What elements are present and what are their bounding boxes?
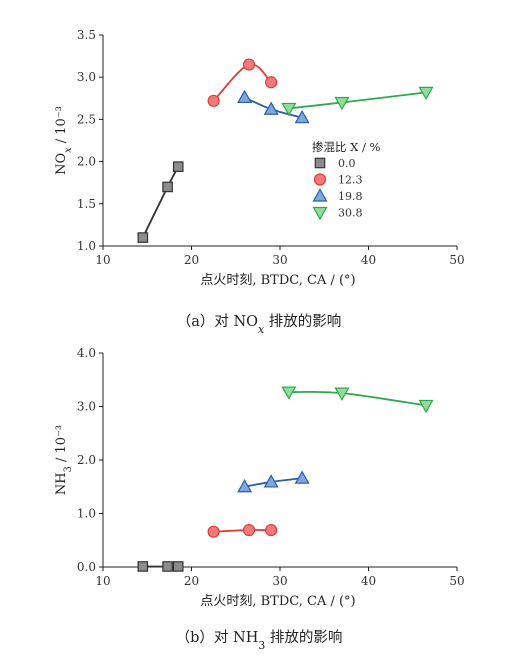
data-point — [137, 561, 149, 572]
legend: 掺混比 X / % 0.0 12.3 19.8 30.8 — [312, 140, 381, 221]
y-tick-label: 3.0 — [77, 70, 96, 84]
legend-label: 19.8 — [338, 190, 363, 203]
data-point — [207, 525, 220, 538]
x-tick-label: 20 — [184, 253, 199, 267]
y-tick-label: 2.0 — [77, 453, 96, 467]
data-point — [418, 399, 434, 414]
data-point — [263, 474, 279, 488]
y-tick-label: 3.5 — [77, 28, 96, 42]
y-tick-label: 1.5 — [77, 197, 96, 211]
figure-caption: （a）对 NOx 排放的影响 — [177, 313, 342, 336]
series-0-0 — [137, 561, 184, 572]
legend-marker — [312, 188, 328, 202]
x-tick-label: 30 — [272, 574, 287, 588]
series-line — [288, 390, 427, 407]
x-tick-label: 10 — [95, 253, 110, 267]
series-30-8 — [281, 86, 434, 117]
data-point — [281, 386, 297, 400]
y-tick-label: 4.0 — [77, 346, 96, 360]
x-axis-title: 点火时刻, BTDC, CA / (°) — [200, 594, 355, 609]
x-axis-title: 点火时刻, BTDC, CA / (°) — [200, 273, 355, 288]
series-30-8 — [281, 386, 434, 414]
chart-a-nox: 10 20 30 40 50 1.0 1.5 2.0 2.5 3.0 3.5 点火时刻, BTDC, … — [54, 28, 465, 336]
data-point — [237, 479, 253, 493]
y-tick-label: 1.0 — [77, 239, 96, 253]
y-tick-label: 2.5 — [77, 112, 96, 126]
data-point — [172, 561, 184, 572]
series-line — [288, 91, 427, 110]
data-point — [242, 523, 256, 537]
x-tick-label: 40 — [361, 574, 376, 588]
legend-marker — [313, 173, 327, 186]
legend-label: 30.8 — [338, 207, 363, 220]
y-tick-label: 0.0 — [77, 560, 96, 574]
data-point — [334, 96, 350, 111]
data-point — [162, 561, 173, 572]
data-point — [265, 76, 278, 89]
series-19-8 — [237, 470, 310, 493]
x-tick-label: 50 — [449, 253, 464, 267]
series-12-3 — [207, 58, 278, 107]
series-line — [142, 166, 180, 238]
series-line — [213, 529, 272, 533]
y-axis-title: NOx / 10⁻³ — [54, 106, 74, 175]
data-point — [172, 161, 184, 172]
figure-caption: （b）对 NH3 排放的影响 — [176, 629, 343, 652]
data-point — [237, 89, 253, 104]
chart-b-nh3: 10 20 30 40 50 0.0 1.0 2.0 3.0 4.0 点火时刻, BTDC, CA … — [54, 346, 465, 652]
legend-marker — [314, 157, 326, 169]
data-point — [418, 86, 434, 101]
x-tick-label: 20 — [184, 574, 199, 588]
data-point — [162, 181, 173, 193]
data-point — [294, 470, 310, 484]
x-tick-label: 40 — [361, 253, 376, 267]
data-point — [137, 232, 149, 243]
y-tick-label: 3.0 — [77, 400, 96, 414]
y-tick-label: 1.0 — [77, 507, 96, 521]
x-tick-label: 50 — [449, 574, 464, 588]
legend-label: 0.0 — [338, 157, 356, 170]
data-point — [294, 109, 310, 124]
legend-title: 掺混比 X / % — [312, 140, 381, 154]
data-point — [281, 102, 297, 117]
data-point — [263, 101, 279, 115]
y-tick-label: 2.0 — [77, 155, 96, 169]
series-12-3 — [207, 523, 278, 538]
series-19-8 — [237, 89, 310, 124]
x-tick-label: 10 — [95, 574, 110, 588]
data-point — [242, 58, 256, 71]
data-point — [334, 387, 350, 401]
legend-marker — [312, 206, 328, 221]
legend-label: 12.3 — [338, 174, 363, 187]
y-axis-title: NH3 / 10⁻³ — [54, 425, 74, 495]
data-point — [265, 523, 278, 537]
x-tick-label: 30 — [272, 253, 287, 267]
data-point — [207, 94, 220, 107]
series-0-0 — [137, 161, 184, 243]
